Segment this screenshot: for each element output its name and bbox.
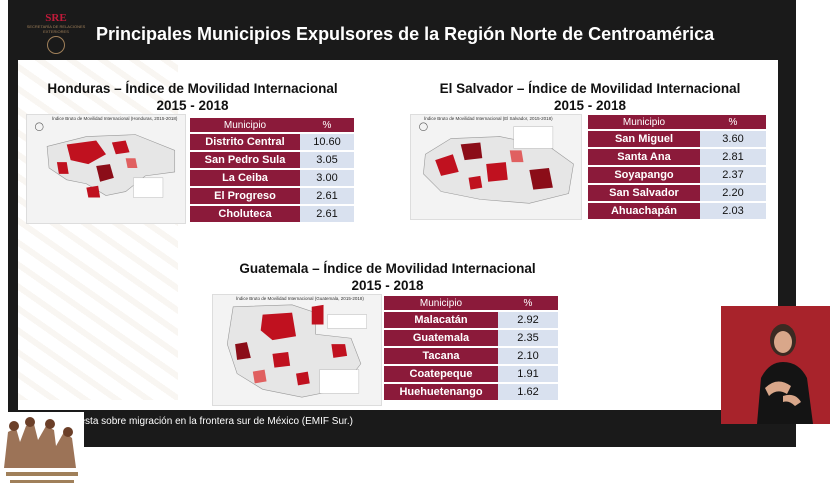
municipio-name: San Miguel: [588, 131, 700, 147]
el-salvador-title-line2: 2015 - 2018: [553, 98, 627, 113]
table-row: La Ceiba 3.00: [190, 170, 354, 186]
municipio-value: 2.61: [300, 188, 354, 204]
municipio-name: Coatepeque: [384, 366, 498, 382]
slide-header: [18, 8, 778, 60]
municipio-name: Ahuachapán: [588, 203, 700, 219]
municipio-value: 3.60: [700, 131, 766, 147]
el-salvador-map-caption: Índice Bruto de Movilidad Internacional …: [424, 116, 553, 121]
honduras-map-caption: Índice Bruto de Movilidad Internacional …: [52, 116, 178, 121]
page-title: Principales Municipios Expulsores de la …: [96, 24, 715, 44]
guatemala-title: Guatemala – Índice de Movilidad Internac…: [205, 260, 570, 294]
sign-language-interpreter-icon: [721, 306, 830, 424]
municipio-name: Guatemala: [384, 330, 498, 346]
table-row: Huehuetenango 1.62: [384, 384, 558, 400]
table-row: San Miguel 3.60: [588, 131, 766, 147]
guatemala-table: Municipio % Malacatán 2.92 Guatemala 2.35 …: [384, 294, 558, 402]
table-row: El Progreso 2.61: [190, 188, 354, 204]
col-municipio: Municipio: [190, 118, 300, 132]
municipio-value: 10.60: [300, 134, 354, 150]
table-row: Choluteca 2.61: [190, 206, 354, 222]
municipio-value: 2.81: [700, 149, 766, 165]
revolution-figures-logo: [0, 412, 84, 492]
guatemala-map-caption: Índice Bruto de Movilidad Internacional …: [236, 296, 364, 301]
col-municipio: Municipio: [384, 296, 498, 310]
municipio-value: 1.62: [498, 384, 558, 400]
honduras-table: Municipio % Distrito Central 10.60 San Pe…: [190, 116, 354, 224]
table-row: Tacana 2.10: [384, 348, 558, 364]
guatemala-map: [212, 294, 382, 406]
municipio-name: Santa Ana: [588, 149, 700, 165]
municipio-name: Tacana: [384, 348, 498, 364]
sre-logo: SRE SECRETARÍA DE RELACIONES EXTERIORES: [26, 12, 86, 56]
guatemala-map-graphic: [226, 304, 367, 398]
municipio-name: Huehuetenango: [384, 384, 498, 400]
municipio-value: 2.20: [700, 185, 766, 201]
municipio-name: San Salvador: [588, 185, 700, 201]
historic-figures-icon: [0, 412, 84, 492]
honduras-map: [26, 114, 186, 224]
municipio-name: La Ceiba: [190, 170, 300, 186]
el-salvador-map: [410, 114, 582, 220]
table-row: Distrito Central 10.60: [190, 134, 354, 150]
municipio-name: Soyapango: [588, 167, 700, 183]
col-percent: %: [700, 115, 766, 129]
guatemala-title-line1: Guatemala – Índice de Movilidad Internac…: [239, 261, 536, 276]
el-salvador-table: Municipio % San Miguel 3.60 Santa Ana 2.81…: [588, 113, 766, 221]
el-salvador-title: El Salvador – Índice de Movilidad Intern…: [410, 80, 770, 114]
table-row: Santa Ana 2.81: [588, 149, 766, 165]
sign-language-interpreter-video: [721, 306, 830, 424]
municipio-name: Choluteca: [190, 206, 300, 222]
table-row: San Salvador 2.20: [588, 185, 766, 201]
seal-icon: [47, 36, 65, 54]
municipio-value: 3.00: [300, 170, 354, 186]
honduras-title-line1: Honduras – Índice de Movilidad Internaci…: [47, 81, 338, 96]
municipio-name: San Pedro Sula: [190, 152, 300, 168]
el-salvador-title-line1: El Salvador – Índice de Movilidad Intern…: [439, 81, 741, 96]
logo-text: SRE: [45, 12, 67, 24]
guatemala-title-line2: 2015 - 2018: [351, 278, 424, 293]
table-row: Malacatán 2.92: [384, 312, 558, 328]
honduras-title: Honduras – Índice de Movilidad Internaci…: [20, 80, 365, 114]
municipio-value: 2.61: [300, 206, 354, 222]
col-percent: %: [300, 118, 354, 132]
table-row: Coatepeque 1.91: [384, 366, 558, 382]
honduras-title-line2: 2015 - 2018: [156, 98, 229, 113]
municipio-value: 1.91: [498, 366, 558, 382]
table-row: San Pedro Sula 3.05: [190, 152, 354, 168]
table-row: Soyapango 2.37: [588, 167, 766, 183]
municipio-value: 3.05: [300, 152, 354, 168]
municipio-name: El Progreso: [190, 188, 300, 204]
municipio-value: 2.03: [700, 203, 766, 219]
table-row: Ahuachapán 2.03: [588, 203, 766, 219]
municipio-value: 2.92: [498, 312, 558, 328]
municipio-value: 2.35: [498, 330, 558, 346]
municipio-name: Distrito Central: [190, 134, 300, 150]
col-percent: %: [498, 296, 558, 310]
municipio-value: 2.10: [498, 348, 558, 364]
municipio-value: 2.37: [700, 167, 766, 183]
honduras-map-graphic: [35, 122, 176, 198]
col-municipio: Municipio: [588, 115, 700, 129]
table-row: Guatemala 2.35: [384, 330, 558, 346]
el-salvador-map-graphic: [419, 122, 574, 204]
municipio-name: Malacatán: [384, 312, 498, 328]
source-note: Fuente: Encuesta sobre migración en la f…: [20, 416, 353, 427]
logo-subtitle: SECRETARÍA DE RELACIONES EXTERIORES: [26, 24, 86, 34]
